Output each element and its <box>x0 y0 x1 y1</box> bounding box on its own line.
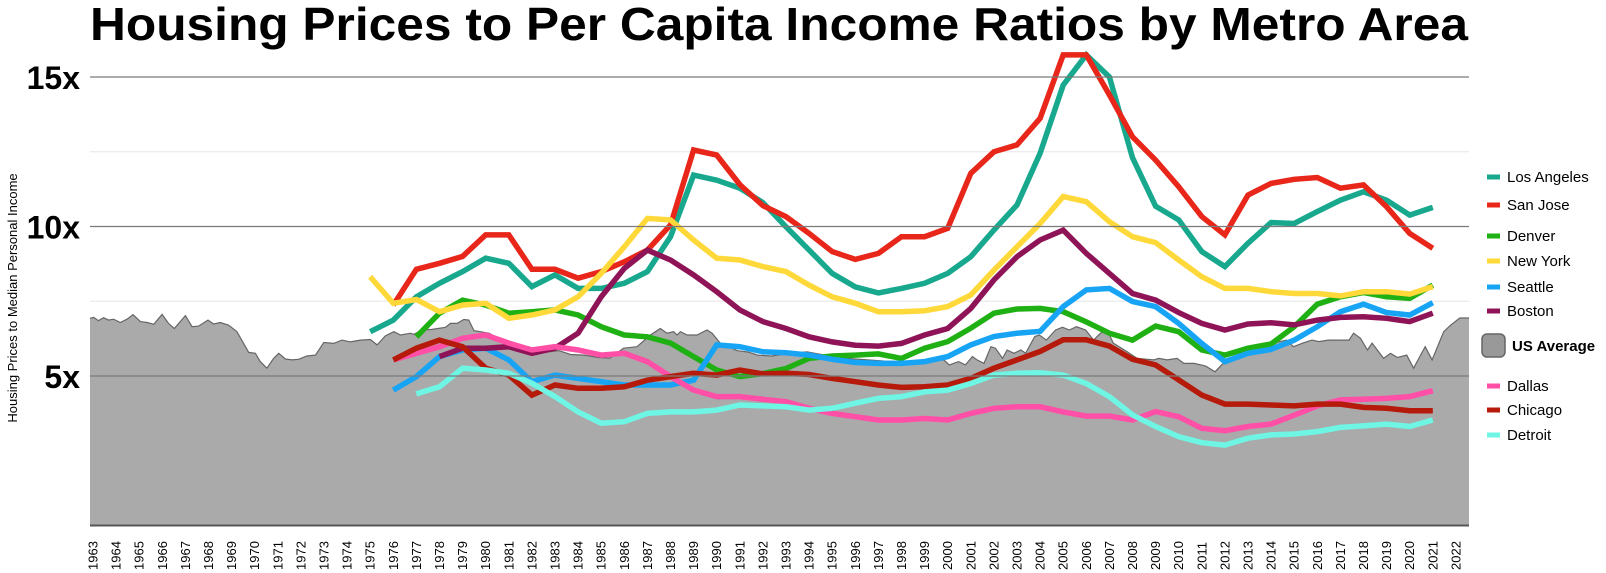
x-tick-label: 2019 <box>1379 541 1394 570</box>
x-tick-label: 1974 <box>340 541 355 570</box>
x-tick-label: 2002 <box>986 541 1001 570</box>
x-tick-label: 1999 <box>917 541 932 570</box>
x-tick-label: 1993 <box>779 541 794 570</box>
x-tick-label: 1984 <box>571 541 586 570</box>
x-tick-label: 2016 <box>1310 541 1325 570</box>
legend-swatch-denver <box>1487 233 1500 239</box>
x-tick-label: 1998 <box>894 541 909 570</box>
x-tick-label: 2012 <box>1217 541 1232 570</box>
x-tick-label: 1996 <box>848 541 863 570</box>
x-tick-label: 1986 <box>617 541 632 570</box>
x-tick-label: 1976 <box>386 541 401 570</box>
x-tick-label: 2005 <box>1056 541 1071 570</box>
series-line-new-york <box>368 193 1434 322</box>
x-tick-label: 1979 <box>455 541 470 570</box>
us-average-area-fill <box>90 314 1469 526</box>
x-tick-label: 1971 <box>270 541 285 570</box>
x-tick-label: 1982 <box>524 541 539 570</box>
x-tick-label: 2009 <box>1148 541 1163 570</box>
x-tick-label: 2021 <box>1425 541 1440 570</box>
x-tick-label: 1967 <box>178 541 193 570</box>
legend-label-boston: Boston <box>1507 303 1554 320</box>
x-tick-label: 2010 <box>1171 541 1186 570</box>
x-tick-label: 1989 <box>686 541 701 570</box>
x-tick-label: 1965 <box>132 541 147 570</box>
x-tick-label: 1981 <box>501 541 516 570</box>
legend-label-denver: Denver <box>1507 228 1555 245</box>
legend-swatch-los-angeles <box>1487 174 1500 180</box>
x-tick-label: 2015 <box>1287 541 1302 570</box>
legend-swatch-boston <box>1487 308 1500 314</box>
y-tick-label: 15x <box>27 60 81 96</box>
legend-label-chicago: Chicago <box>1507 402 1562 419</box>
series-line-boston <box>438 226 1434 360</box>
x-tick-label: 1980 <box>478 541 493 570</box>
series-line-chicago <box>392 337 1433 414</box>
x-tick-label: 2013 <box>1241 541 1256 570</box>
chart-title: Housing Prices to Per Capita Income Rati… <box>90 0 1468 50</box>
series-lines <box>368 50 1435 448</box>
x-tick-label: 2000 <box>940 541 955 570</box>
x-tick-label: 2007 <box>1102 541 1117 570</box>
x-tick-label: 1994 <box>802 541 817 570</box>
x-tick-label: 2014 <box>1264 541 1279 570</box>
series-line-los-angeles <box>368 50 1434 335</box>
legend-label-seattle: Seattle <box>1507 279 1554 296</box>
legend-swatch-detroit <box>1487 432 1500 438</box>
x-tick-label: 1973 <box>317 541 332 570</box>
y-axis-ticks: 5x 10x 15x <box>27 60 81 395</box>
x-tick-label: 1975 <box>363 541 378 570</box>
x-tick-label: 1987 <box>640 541 655 570</box>
series-line-dallas <box>392 332 1434 434</box>
x-tick-label: 1970 <box>247 541 262 570</box>
y-tick-label: 5x <box>44 359 80 395</box>
legend-label-us-average: US Average <box>1512 338 1595 355</box>
x-tick-label: 1977 <box>409 541 424 570</box>
legend-label-dallas: Dallas <box>1507 378 1549 395</box>
legend-swatch-new-york <box>1487 258 1500 264</box>
series-line-san-jose <box>390 52 1435 307</box>
x-tick-label: 1963 <box>86 541 101 570</box>
x-tick-label: 1990 <box>709 541 724 570</box>
x-tick-label: 2022 <box>1448 541 1463 570</box>
x-tick-label: 1997 <box>871 541 886 570</box>
legend-swatch-san-jose <box>1487 202 1500 208</box>
y-tick-label: 10x <box>27 210 81 246</box>
x-tick-label: 2003 <box>1010 541 1025 570</box>
x-tick-label: 2001 <box>963 541 978 570</box>
x-tick-label: 1985 <box>594 541 609 570</box>
x-tick-label: 1978 <box>432 541 447 570</box>
x-tick-label: 1972 <box>293 541 308 570</box>
x-tick-label: 2006 <box>1079 541 1094 570</box>
x-tick-label: 1983 <box>548 541 563 570</box>
y-axis-label: Housing Prices to Median Personal Income <box>5 173 20 422</box>
x-tick-label: 2020 <box>1402 541 1417 570</box>
series-line-detroit <box>415 365 1434 448</box>
legend-label-los-angeles: Los Angeles <box>1507 169 1589 186</box>
x-tick-label: 1988 <box>663 541 678 570</box>
x-tick-label: 2018 <box>1356 541 1371 570</box>
x-tick-label: 2011 <box>1194 542 1209 570</box>
x-tick-label: 1964 <box>109 541 124 570</box>
x-tick-label: 2004 <box>1033 541 1048 570</box>
x-tick-label: 1992 <box>755 541 770 570</box>
x-axis: 1963 1964 1965 1966 1967 1968 1969 1970 1971 1972… <box>86 76 1469 570</box>
x-tick-label: 1969 <box>224 541 239 570</box>
legend-swatch-us-average <box>1481 333 1506 358</box>
legend-swatch-dallas <box>1487 383 1500 389</box>
series-line-seattle <box>391 285 1435 393</box>
legend-swatch-seattle <box>1487 284 1500 290</box>
x-tick-label: 1966 <box>155 541 170 570</box>
x-tick-label: 1968 <box>201 541 216 570</box>
x-tick-label: 1991 <box>732 541 747 570</box>
legend-label-detroit: Detroit <box>1507 427 1552 444</box>
x-tick-label: 2017 <box>1333 541 1348 570</box>
x-tick-label: 1995 <box>825 541 840 570</box>
legend: Los Angeles San Jose Denver New York Seattle… <box>1481 169 1595 444</box>
x-tick-label: 2008 <box>1125 541 1140 570</box>
legend-label-new-york: New York <box>1507 253 1571 270</box>
legend-swatch-chicago <box>1487 407 1500 413</box>
legend-label-san-jose: San Jose <box>1507 197 1570 214</box>
